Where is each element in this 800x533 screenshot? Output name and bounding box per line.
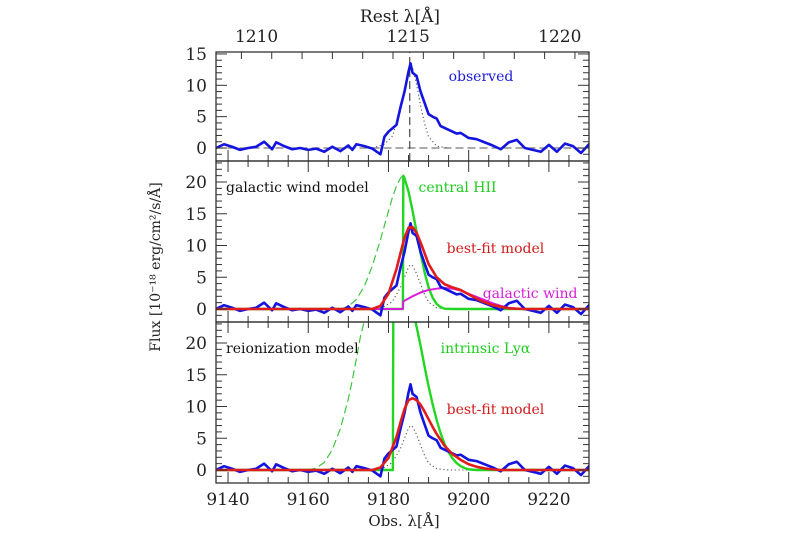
y-tick-label: 0 bbox=[196, 461, 207, 481]
panel-frame bbox=[215, 51, 590, 162]
y-tick-label: 10 bbox=[185, 76, 207, 96]
series-observed bbox=[216, 382, 589, 478]
bottom-x-tick-label: 9200 bbox=[447, 490, 490, 510]
panel-galactic-wind-model: 0 5 10 15 20 galactic wind model central HII be… bbox=[185, 160, 590, 323]
annotation-galactic-wind: galactic wind bbox=[483, 286, 578, 302]
series-instrumental-profile bbox=[372, 424, 529, 471]
bottom-x-axis-label: Obs. λ[Å] bbox=[368, 512, 439, 530]
series-group bbox=[216, 174, 589, 317]
annotation-reionization-model: reionization model bbox=[226, 341, 359, 357]
top-x-tick-label: 1215 bbox=[387, 27, 430, 47]
y-axis-label: Flux [10⁻¹⁸ erg/cm²/s/Å] bbox=[146, 182, 164, 351]
top-x-tick-label: 1210 bbox=[235, 27, 278, 47]
y-tick-label: 10 bbox=[185, 237, 207, 257]
series-central-hii-intrinsic- bbox=[216, 174, 589, 311]
y-tick-label: 10 bbox=[185, 398, 207, 418]
annotation-galactic-wind-model: galactic wind model bbox=[226, 180, 369, 196]
y-tick-label: 15 bbox=[185, 366, 207, 386]
annotation-best-fit-model: best-fit model bbox=[447, 402, 545, 418]
bottom-x-tick-label: 9180 bbox=[367, 490, 410, 510]
panel-reionization-model: 0 5 10 15 20 reionization model intrinsic Lyα b… bbox=[185, 321, 590, 484]
annotation-best-fit-model: best-fit model bbox=[447, 241, 545, 257]
series-observed bbox=[216, 62, 589, 156]
y-tick-label: 5 bbox=[196, 108, 207, 128]
panel-observed: 0 5 10 15 observed bbox=[185, 45, 590, 162]
bottom-x-tick-label: 9220 bbox=[527, 490, 570, 510]
y-tick-label: 5 bbox=[196, 268, 207, 288]
series-instrumental-profile bbox=[372, 263, 449, 310]
y-tick-label: 20 bbox=[185, 173, 207, 193]
y-tick-label: 15 bbox=[185, 45, 207, 65]
annotation-observed: observed bbox=[449, 69, 514, 85]
annotation-intrinsic-ly-: intrinsic Lyα bbox=[441, 341, 531, 357]
y-tick-label: 15 bbox=[185, 205, 207, 225]
top-x-axis-label: Rest λ[Å] bbox=[360, 6, 440, 27]
series-best-fit-model bbox=[216, 396, 589, 472]
y-tick-label: 20 bbox=[185, 334, 207, 354]
series-intrinsic-ly-blue-side-dashed- bbox=[307, 322, 365, 471]
y-tick-label: 0 bbox=[196, 139, 207, 159]
panel-frame bbox=[215, 321, 590, 484]
bottom-x-tick-label: 9160 bbox=[287, 490, 330, 510]
y-tick-label: 0 bbox=[196, 300, 207, 320]
panels: 0 5 10 15 observed 0 5 10 15 20 galactic wind mode… bbox=[185, 27, 590, 510]
series-group bbox=[216, 322, 589, 478]
y-tick-label: 5 bbox=[196, 429, 207, 449]
annotation-central-hii: central HII bbox=[419, 180, 497, 196]
top-x-tick-label: 1220 bbox=[538, 27, 581, 47]
bottom-x-tick-label: 9140 bbox=[206, 490, 249, 510]
series-central-hii-unabsorbed-dashed- bbox=[339, 175, 404, 310]
series-group bbox=[216, 52, 589, 161]
series-best-fit-model bbox=[216, 225, 589, 311]
